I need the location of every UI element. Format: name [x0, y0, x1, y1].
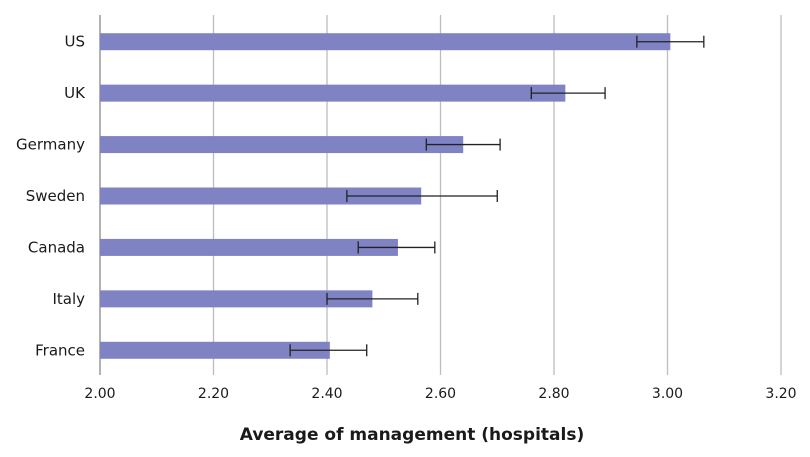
bar-canada: [100, 238, 398, 256]
x-tick-label: 2.00: [84, 386, 115, 402]
x-tick-label: 2.80: [538, 386, 569, 402]
bar-italy: [100, 290, 373, 308]
x-tick-label: 2.20: [198, 386, 229, 402]
category-label: Germany: [16, 136, 85, 154]
x-tick-label: 2.60: [425, 386, 456, 402]
bar-uk: [100, 84, 566, 102]
x-tick-label: 3.00: [652, 386, 683, 402]
bar-france: [100, 341, 330, 359]
bar-germany: [100, 136, 464, 154]
category-label: Italy: [52, 290, 85, 308]
category-label: UK: [64, 84, 86, 102]
bar-us: [100, 33, 671, 51]
x-axis-title: Average of management (hospitals): [240, 425, 584, 445]
bar-sweden: [100, 187, 422, 205]
category-label: Canada: [28, 238, 85, 256]
category-label: US: [64, 33, 85, 51]
x-tick-label: 2.40: [311, 386, 342, 402]
category-label: France: [35, 341, 85, 359]
category-label: Sweden: [26, 187, 85, 205]
x-tick-label: 3.20: [765, 386, 796, 402]
